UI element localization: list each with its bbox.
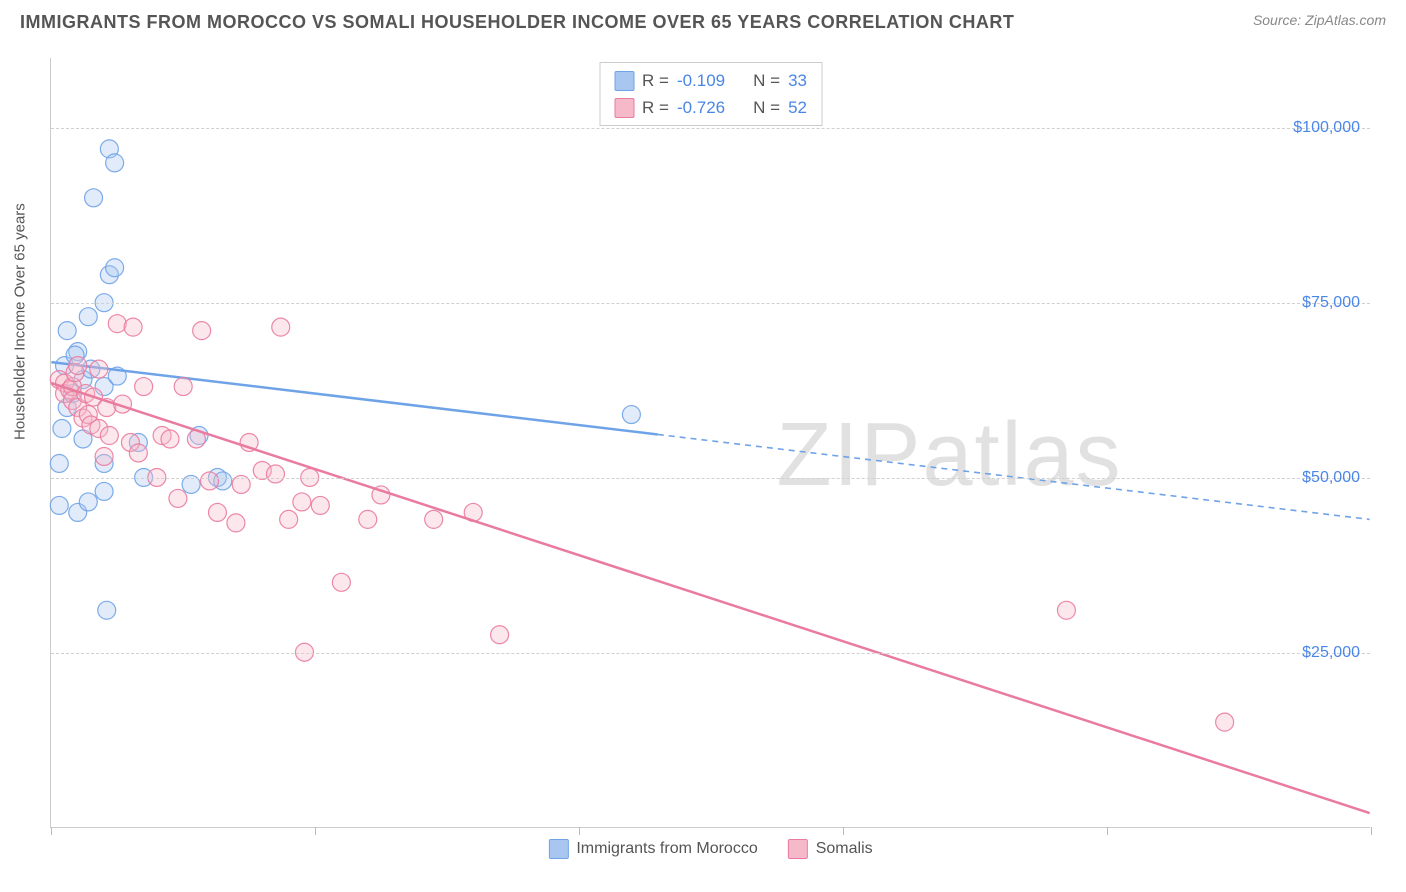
- chart-title: IMMIGRANTS FROM MOROCCO VS SOMALI HOUSEH…: [20, 12, 1014, 33]
- gridline: [51, 128, 1370, 129]
- legend-bottom: Immigrants from Morocco Somalis: [548, 839, 872, 859]
- y-tick-label: $25,000: [1302, 644, 1360, 662]
- data-point: [280, 510, 298, 528]
- data-point: [124, 318, 142, 336]
- y-tick-label: $50,000: [1302, 469, 1360, 487]
- legend-row-morocco: R = -0.109 N = 33: [614, 67, 807, 94]
- data-point: [95, 447, 113, 465]
- legend-correlation-box: R = -0.109 N = 33 R = -0.726 N = 52: [599, 62, 822, 126]
- data-point: [169, 489, 187, 507]
- data-point: [106, 259, 124, 277]
- scatter-svg: [51, 58, 1370, 827]
- x-tick: [1371, 827, 1372, 835]
- data-point: [161, 430, 179, 448]
- data-point: [85, 189, 103, 207]
- data-point: [193, 322, 211, 340]
- data-point: [266, 465, 284, 483]
- data-point: [79, 493, 97, 511]
- data-point: [425, 510, 443, 528]
- regression-line: [51, 362, 657, 434]
- chart-plot-area: R = -0.109 N = 33 R = -0.726 N = 52 ZIPa…: [50, 58, 1370, 828]
- legend-swatch-somalis: [614, 98, 634, 118]
- data-point: [491, 626, 509, 644]
- data-point: [174, 378, 192, 396]
- data-point: [332, 573, 350, 591]
- gridline: [51, 303, 1370, 304]
- data-point: [69, 357, 87, 375]
- data-point: [58, 322, 76, 340]
- data-point: [227, 514, 245, 532]
- gridline: [51, 653, 1370, 654]
- data-point: [98, 601, 116, 619]
- regression-line: [51, 383, 1369, 813]
- x-tick: [1107, 827, 1108, 835]
- data-point: [135, 378, 153, 396]
- chart-header: IMMIGRANTS FROM MOROCCO VS SOMALI HOUSEH…: [0, 0, 1406, 41]
- data-point: [622, 406, 640, 424]
- data-point: [208, 503, 226, 521]
- data-point: [1216, 713, 1234, 731]
- data-point: [293, 493, 311, 511]
- y-tick-label: $100,000: [1293, 119, 1360, 137]
- regression-line-extrapolated: [658, 434, 1370, 519]
- legend-item-morocco: Immigrants from Morocco: [548, 839, 757, 859]
- legend-row-somalis: R = -0.726 N = 52: [614, 94, 807, 121]
- x-tick: [843, 827, 844, 835]
- data-point: [106, 154, 124, 172]
- data-point: [95, 482, 113, 500]
- data-point: [53, 420, 71, 438]
- x-tick: [51, 827, 52, 835]
- legend-swatch-morocco-icon: [548, 839, 568, 859]
- data-point: [79, 308, 97, 326]
- gridline: [51, 478, 1370, 479]
- data-point: [90, 360, 108, 378]
- legend-item-somalis: Somalis: [788, 839, 873, 859]
- data-point: [1057, 601, 1075, 619]
- data-point: [50, 496, 68, 514]
- y-tick-label: $75,000: [1302, 294, 1360, 312]
- data-point: [108, 315, 126, 333]
- x-tick: [579, 827, 580, 835]
- data-point: [272, 318, 290, 336]
- data-point: [50, 454, 68, 472]
- data-point: [100, 427, 118, 445]
- data-point: [129, 444, 147, 462]
- data-point: [359, 510, 377, 528]
- chart-source: Source: ZipAtlas.com: [1253, 12, 1386, 28]
- data-point: [201, 472, 219, 490]
- x-tick: [315, 827, 316, 835]
- y-axis-label: Householder Income Over 65 years: [12, 203, 29, 440]
- legend-swatch-morocco: [614, 71, 634, 91]
- data-point: [311, 496, 329, 514]
- legend-swatch-somalis-icon: [788, 839, 808, 859]
